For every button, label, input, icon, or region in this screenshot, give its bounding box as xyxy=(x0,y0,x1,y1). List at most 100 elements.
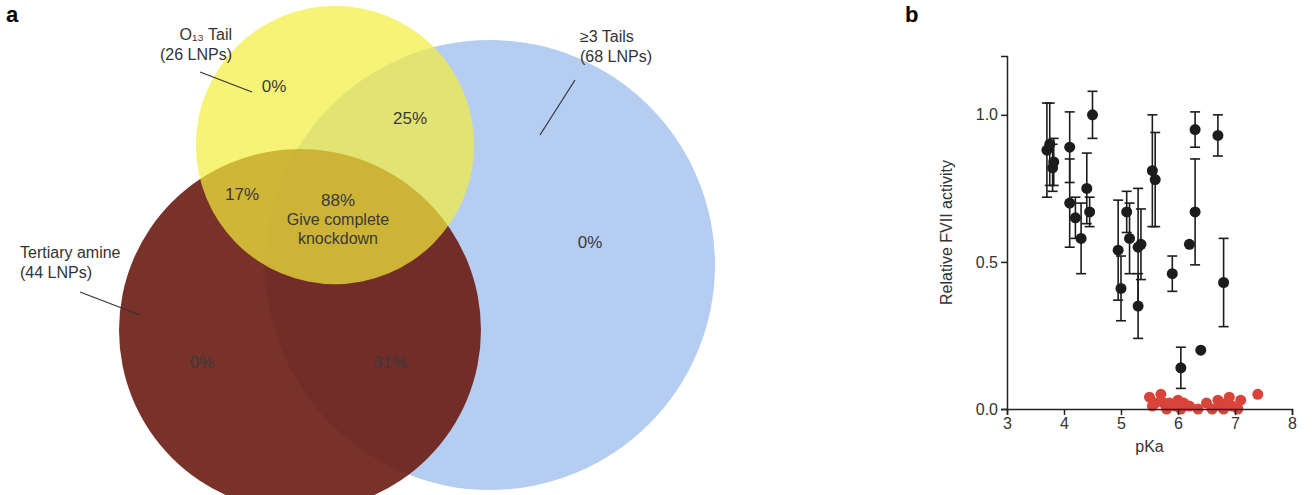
error-bar xyxy=(1042,103,1052,197)
error-cap xyxy=(1045,102,1055,104)
error-cap xyxy=(1213,155,1223,157)
data-point xyxy=(1124,233,1135,244)
data-point xyxy=(1133,301,1144,312)
error-cap xyxy=(1167,255,1177,257)
error-bar xyxy=(1065,159,1075,247)
set-name: O₁₃ Tail xyxy=(179,26,232,43)
tick-label: 5 xyxy=(1117,415,1126,432)
tick-mark xyxy=(1001,262,1007,264)
data-point xyxy=(1087,109,1098,120)
axis-line xyxy=(1008,410,1293,416)
error-bar xyxy=(1147,115,1157,227)
error-bar xyxy=(1088,91,1098,138)
figure: aO₁₃ Tail(26 LNPs)≥3 Tails(68 LNPs)Terti… xyxy=(0,0,1312,495)
set-size: (68 LNPs) xyxy=(580,48,652,65)
error-cap xyxy=(1133,188,1143,190)
error-cap xyxy=(1065,111,1075,113)
data-point xyxy=(1150,174,1161,185)
leader-line xyxy=(80,292,140,315)
error-cap xyxy=(1147,114,1157,116)
error-cap xyxy=(1113,199,1123,201)
region-note: knockdown xyxy=(298,230,378,247)
tick: 6 xyxy=(1174,409,1183,432)
error-bar xyxy=(1136,209,1146,280)
tick: 8 xyxy=(1288,409,1297,432)
tick-label: 4 xyxy=(1060,415,1069,432)
error-cap xyxy=(1176,346,1186,348)
error-cap xyxy=(1076,202,1086,204)
y-axis-title: Relative FVII activity xyxy=(938,160,955,305)
tick-mark xyxy=(1001,409,1007,411)
region-note: Give complete xyxy=(287,211,389,228)
data-point xyxy=(1190,124,1201,135)
leader-line xyxy=(540,80,575,135)
axis-line xyxy=(1001,57,1008,410)
error-cap xyxy=(1125,202,1135,204)
region-label: 17% xyxy=(225,185,259,204)
panel-label: b xyxy=(905,2,918,27)
error-cap xyxy=(1076,273,1086,275)
tick-label: 0.0 xyxy=(976,401,998,418)
error-cap xyxy=(1150,132,1160,134)
error-bar xyxy=(1167,256,1177,291)
tick-mark xyxy=(1064,409,1066,415)
tick: 7 xyxy=(1231,409,1240,432)
region-label: 0% xyxy=(190,353,215,372)
data-point xyxy=(1184,239,1195,250)
data-point xyxy=(1084,206,1095,217)
error-cap xyxy=(1065,158,1075,160)
error-cap xyxy=(1190,146,1200,148)
data-point xyxy=(1195,345,1206,356)
data-point xyxy=(1076,233,1087,244)
error-cap xyxy=(1167,291,1177,293)
tick-label: 8 xyxy=(1288,415,1297,432)
data-point xyxy=(1212,130,1223,141)
tick-label: 0.5 xyxy=(976,254,998,271)
error-cap xyxy=(1065,246,1075,248)
data-point xyxy=(1252,389,1263,400)
series xyxy=(1144,389,1263,415)
data-point xyxy=(1064,142,1075,153)
tick: 0.5 xyxy=(976,254,1007,271)
tick-mark xyxy=(1178,409,1180,415)
set-circle xyxy=(196,6,474,284)
y-axis: 0.0 0.5 1.0 xyxy=(976,57,1008,418)
plot-area xyxy=(1041,91,1263,414)
tick-mark xyxy=(1235,409,1237,415)
tick: 3 xyxy=(1003,409,1012,432)
error-bar xyxy=(1085,197,1095,226)
error-cap xyxy=(1048,191,1058,193)
region-label: 31% xyxy=(373,353,407,372)
data-point xyxy=(1081,183,1092,194)
data-point xyxy=(1135,239,1146,250)
tick-label: 6 xyxy=(1174,415,1183,432)
x-axis: 3 4 5 6 7 8 xyxy=(1003,409,1297,432)
data-point xyxy=(1064,198,1075,209)
error-cap xyxy=(1070,196,1080,198)
error-cap xyxy=(1116,320,1126,322)
error-cap xyxy=(1136,208,1146,210)
data-point xyxy=(1048,156,1059,167)
region-label: 0% xyxy=(578,233,603,252)
data-point xyxy=(1070,212,1081,223)
error-bar xyxy=(1116,256,1126,321)
error-cap xyxy=(1176,388,1186,390)
scatter-panel: b3456780.00.51.0pKaRelative FVII activit… xyxy=(905,2,1297,455)
error-cap xyxy=(1042,196,1052,198)
set-size: (44 LNPs) xyxy=(20,264,92,281)
tick: 1.0 xyxy=(976,106,1007,123)
error-cap xyxy=(1150,226,1160,228)
error-cap xyxy=(1049,185,1059,187)
tick-mark xyxy=(1292,409,1294,415)
data-point xyxy=(1113,245,1124,256)
tick-label: 7 xyxy=(1231,415,1240,432)
error-cap xyxy=(1085,226,1095,228)
region-label: 0% xyxy=(262,77,287,96)
tick-mark xyxy=(1001,115,1007,117)
tick-label: 1.0 xyxy=(976,106,998,123)
error-bar xyxy=(1176,347,1186,388)
error-cap xyxy=(1125,273,1135,275)
region-label: 25% xyxy=(393,109,427,128)
error-cap xyxy=(1133,338,1143,340)
set-size: (26 LNPs) xyxy=(160,46,232,63)
